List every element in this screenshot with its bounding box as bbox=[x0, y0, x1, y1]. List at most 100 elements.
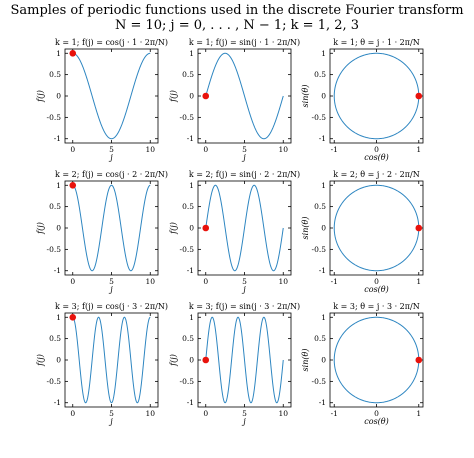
x-tick-label: 10 bbox=[278, 409, 288, 418]
subplot-grid: k = 1; f(j) = cos(j · 1 · 2π/N)0 5 1010.50… bbox=[36, 38, 424, 426]
sample-marker bbox=[202, 356, 210, 364]
y-tick-label: -0.5 bbox=[47, 113, 62, 122]
y-tick-label: 0 bbox=[56, 224, 61, 233]
y-tick-label: -0.5 bbox=[180, 245, 195, 254]
x-tick-label: 5 bbox=[109, 409, 114, 418]
y-tick-label: -1 bbox=[54, 398, 61, 407]
y-tick-label: -1 bbox=[187, 134, 194, 143]
subplot-title: k = 3; θ = j · 3 · 2π/N bbox=[333, 302, 419, 311]
x-axis-label: j bbox=[241, 153, 246, 162]
y-tick-label: -0.5 bbox=[47, 245, 62, 254]
y-tick-label: -1 bbox=[54, 134, 61, 143]
y-tick-label: 0 bbox=[189, 224, 194, 233]
subplot-r1-c1: k = 1; f(j) = cos(j · 1 · 2π/N) 0 5 10 1 0.5 0… bbox=[36, 38, 168, 162]
y-axis-label: f(j) bbox=[36, 90, 45, 103]
y-tick-label: 0 bbox=[189, 356, 194, 365]
y-tick-label: -1 bbox=[319, 134, 326, 143]
x-tick-label: 0 bbox=[374, 145, 379, 154]
x-tick-label: 0 bbox=[374, 277, 379, 286]
x-axis-label: cos(θ) bbox=[364, 417, 388, 426]
y-tick-label: -1 bbox=[319, 266, 326, 275]
x-tick-label: 10 bbox=[145, 145, 155, 154]
y-axis-label: f(j) bbox=[36, 222, 45, 235]
subplot-r1-c2: k = 1; f(j) = sin(j · 1 · 2π/N) 0 5 10 1 0.5 0… bbox=[169, 38, 300, 162]
x-tick-label: -1 bbox=[331, 145, 338, 154]
x-tick-label: 1 bbox=[416, 409, 421, 418]
y-tick-label: 0.5 bbox=[182, 202, 194, 211]
series-line bbox=[205, 316, 284, 404]
subplot-r3-c3: k = 3; θ = j · 3 · 2π/N -1 0 1 1 0.5 0 -0.5 -1 co… bbox=[301, 302, 424, 426]
y-axis-label: f(j) bbox=[36, 354, 45, 367]
y-tick-label: 0 bbox=[56, 92, 61, 101]
x-tick-label: 10 bbox=[145, 409, 155, 418]
y-tick-label: 0.5 bbox=[49, 334, 61, 343]
axes-frame bbox=[329, 180, 424, 276]
figure-title-line1: Samples of periodic functions used in th… bbox=[10, 3, 463, 18]
y-tick-label: 1 bbox=[56, 313, 61, 322]
x-tick-label: 10 bbox=[278, 145, 288, 154]
subplot-title: k = 2; f(j) = cos(j · 2 · 2π/N) bbox=[55, 170, 168, 179]
x-tick-label: 5 bbox=[242, 145, 247, 154]
y-tick-label: 0 bbox=[56, 356, 61, 365]
series-line bbox=[72, 52, 151, 140]
x-tick-label: 0 bbox=[203, 145, 208, 154]
x-tick-label: -1 bbox=[331, 409, 338, 418]
axes-frame bbox=[329, 48, 424, 144]
x-axis-label: j bbox=[108, 417, 113, 426]
y-tick-label: 0.5 bbox=[314, 70, 326, 79]
x-tick-label: 0 bbox=[70, 145, 75, 154]
y-tick-label: 0.5 bbox=[314, 334, 326, 343]
y-tick-label: 0.5 bbox=[49, 70, 61, 79]
subplot-r2-c2: k = 2; f(j) = sin(j · 2 · 2π/N) 0 5 10 1 0.5 0… bbox=[169, 170, 300, 294]
y-tick-label: -1 bbox=[187, 398, 194, 407]
sample-marker bbox=[415, 92, 423, 100]
y-tick-label: 0 bbox=[321, 92, 326, 101]
x-tick-label: 5 bbox=[242, 409, 247, 418]
series-line bbox=[333, 316, 420, 404]
x-tick-label: 0 bbox=[374, 409, 379, 418]
sample-marker bbox=[415, 224, 423, 232]
y-tick-label: 1 bbox=[321, 313, 326, 322]
y-tick-label: 1 bbox=[189, 49, 194, 58]
y-tick-label: 1 bbox=[56, 181, 61, 190]
x-tick-label: 0 bbox=[70, 277, 75, 286]
x-axis-label: cos(θ) bbox=[364, 285, 388, 294]
y-tick-label: -0.5 bbox=[312, 245, 327, 254]
subplot-title: k = 1; θ = j · 1 · 2π/N bbox=[333, 38, 419, 47]
sample-marker bbox=[69, 181, 77, 189]
axes-frame bbox=[64, 180, 159, 276]
x-axis-label: j bbox=[108, 285, 113, 294]
subplot-title: k = 3; f(j) = cos(j · 3 · 2π/N) bbox=[55, 302, 168, 311]
y-tick-label: -0.5 bbox=[47, 377, 62, 386]
y-tick-label: -0.5 bbox=[312, 113, 327, 122]
y-tick-label: -0.5 bbox=[180, 377, 195, 386]
x-tick-label: 1 bbox=[416, 277, 421, 286]
y-axis-label: f(j) bbox=[169, 90, 178, 103]
y-tick-label: 1 bbox=[321, 181, 326, 190]
x-tick-label: 10 bbox=[278, 277, 288, 286]
sample-marker bbox=[202, 224, 210, 232]
y-axis-label: f(j) bbox=[169, 354, 178, 367]
figure-title-line2: N = 10; j = 0, . . . , N − 1; k = 1, 2, … bbox=[115, 18, 359, 33]
y-tick-label: 1 bbox=[189, 313, 194, 322]
sample-marker bbox=[415, 356, 423, 364]
y-tick-label: -0.5 bbox=[312, 377, 327, 386]
series-line bbox=[333, 184, 420, 272]
x-tick-label: 10 bbox=[145, 277, 155, 286]
series-line bbox=[333, 52, 420, 140]
x-tick-label: 0 bbox=[70, 409, 75, 418]
x-axis-label: j bbox=[241, 417, 246, 426]
series-line bbox=[205, 52, 284, 140]
y-tick-label: 0.5 bbox=[49, 202, 61, 211]
y-tick-label: -1 bbox=[54, 266, 61, 275]
y-tick-label: -1 bbox=[187, 266, 194, 275]
x-tick-label: 0 bbox=[203, 277, 208, 286]
y-tick-label: 0 bbox=[321, 356, 326, 365]
subplot-title: k = 1; f(j) = cos(j · 1 · 2π/N) bbox=[55, 38, 168, 47]
x-tick-label: 1 bbox=[416, 145, 421, 154]
subplot-title: k = 2; f(j) = sin(j · 2 · 2π/N) bbox=[189, 170, 300, 179]
y-axis-label: sin(θ) bbox=[301, 349, 310, 372]
x-tick-label: 5 bbox=[242, 277, 247, 286]
series-line bbox=[205, 184, 284, 272]
